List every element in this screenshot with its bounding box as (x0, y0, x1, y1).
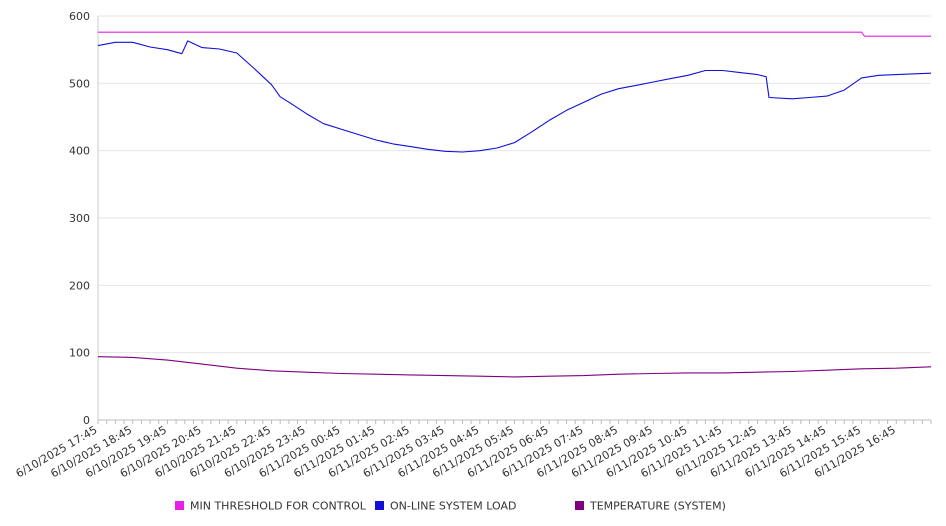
series-lines (97, 31, 932, 378)
legend-swatch (375, 501, 384, 510)
y-tick-label: 500 (69, 77, 90, 90)
series-line-3 (97, 356, 932, 378)
y-tick-label: 300 (69, 212, 90, 225)
y-tick-label: 400 (69, 145, 90, 158)
legend: MIN THRESHOLD FOR CONTROL ON-LINE SYSTEM … (175, 500, 726, 513)
legend-swatch (575, 501, 584, 510)
y-tick-label: 600 (69, 10, 90, 23)
legend-swatch (175, 501, 184, 510)
y-tick-label: 200 (69, 279, 90, 292)
grid-lines (98, 15, 931, 354)
series-line-1 (98, 31, 931, 37)
legend-label: TEMPERATURE (SYSTEM) (589, 500, 726, 513)
legend-label: ON-LINE SYSTEM LOAD (390, 500, 516, 513)
legend-label: MIN THRESHOLD FOR CONTROL (190, 500, 367, 513)
y-tick-label: 0 (83, 414, 90, 427)
y-tick-label: 100 (69, 347, 90, 360)
series-line-2 (97, 40, 932, 153)
